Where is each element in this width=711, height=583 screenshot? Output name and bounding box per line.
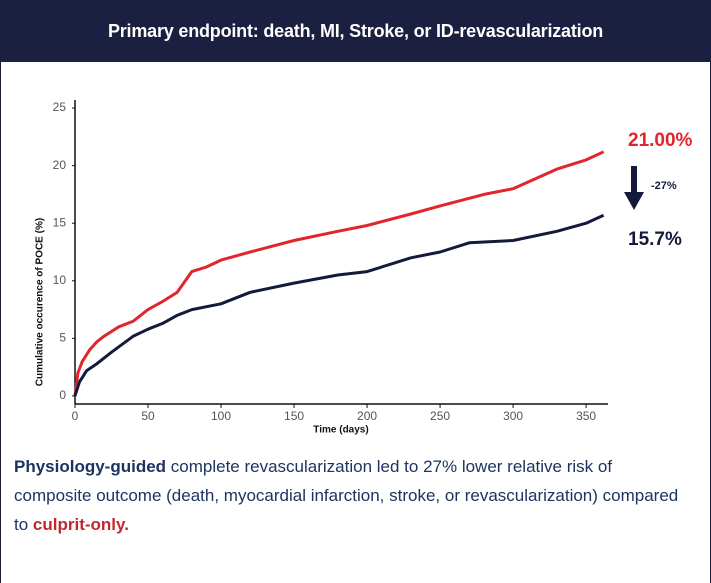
series-line — [73, 150, 605, 397]
annotation: -27% — [651, 180, 677, 192]
caption: Physiology-guided complete revasculariza… — [14, 452, 694, 539]
x-tick-label: 250 — [430, 409, 450, 423]
y-axis-label: Cumulative occurence of POCE (%) — [35, 218, 46, 386]
x-tick-label: 0 — [72, 409, 79, 423]
y-tick-label: 10 — [53, 273, 67, 287]
arrow — [624, 166, 644, 210]
caption-tail: culprit-only. — [32, 515, 129, 534]
x-tick-label: 100 — [211, 409, 231, 423]
x-tick-label: 300 — [503, 409, 523, 423]
x-tick-label: 50 — [141, 409, 155, 423]
y-tick-label: 0 — [59, 388, 66, 402]
series-line — [73, 213, 605, 397]
chart: Cumulative occurence of POCE (%) Time (d… — [35, 100, 693, 436]
y-tick-label: 15 — [53, 215, 67, 229]
chart-title: Primary endpoint: death, MI, Stroke, or … — [0, 0, 711, 62]
y-tick-label: 20 — [53, 158, 67, 172]
y-tick-label: 5 — [59, 331, 66, 345]
x-tick-label: 150 — [284, 409, 304, 423]
x-tick-label: 350 — [576, 409, 596, 423]
annotation: 15.7% — [628, 229, 682, 250]
caption-lead: Physiology-guided — [14, 457, 167, 476]
x-axis-label: Time (days) — [313, 425, 368, 436]
annotation: 21.00% — [628, 130, 693, 151]
x-tick-label: 200 — [357, 409, 377, 423]
y-tick-label: 25 — [53, 100, 67, 114]
caption-body: complete revascularization led to 27% lo… — [14, 457, 679, 534]
